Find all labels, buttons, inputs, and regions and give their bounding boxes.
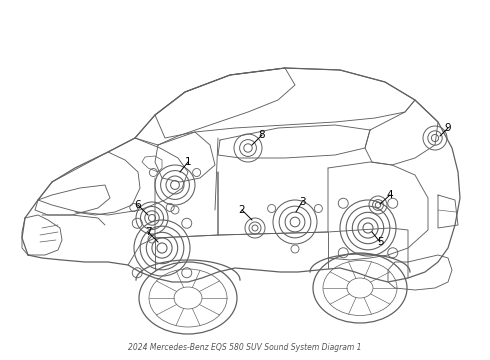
Text: 7: 7: [145, 227, 151, 237]
Text: 9: 9: [445, 123, 451, 133]
Text: 2: 2: [239, 205, 245, 215]
Text: 2024 Mercedes-Benz EQS 580 SUV Sound System Diagram 1: 2024 Mercedes-Benz EQS 580 SUV Sound Sys…: [128, 343, 362, 352]
Text: 3: 3: [299, 197, 305, 207]
Text: 8: 8: [259, 130, 265, 140]
Text: 6: 6: [135, 200, 141, 210]
Text: 1: 1: [185, 157, 191, 167]
Text: 5: 5: [377, 237, 383, 247]
Text: 4: 4: [387, 190, 393, 200]
